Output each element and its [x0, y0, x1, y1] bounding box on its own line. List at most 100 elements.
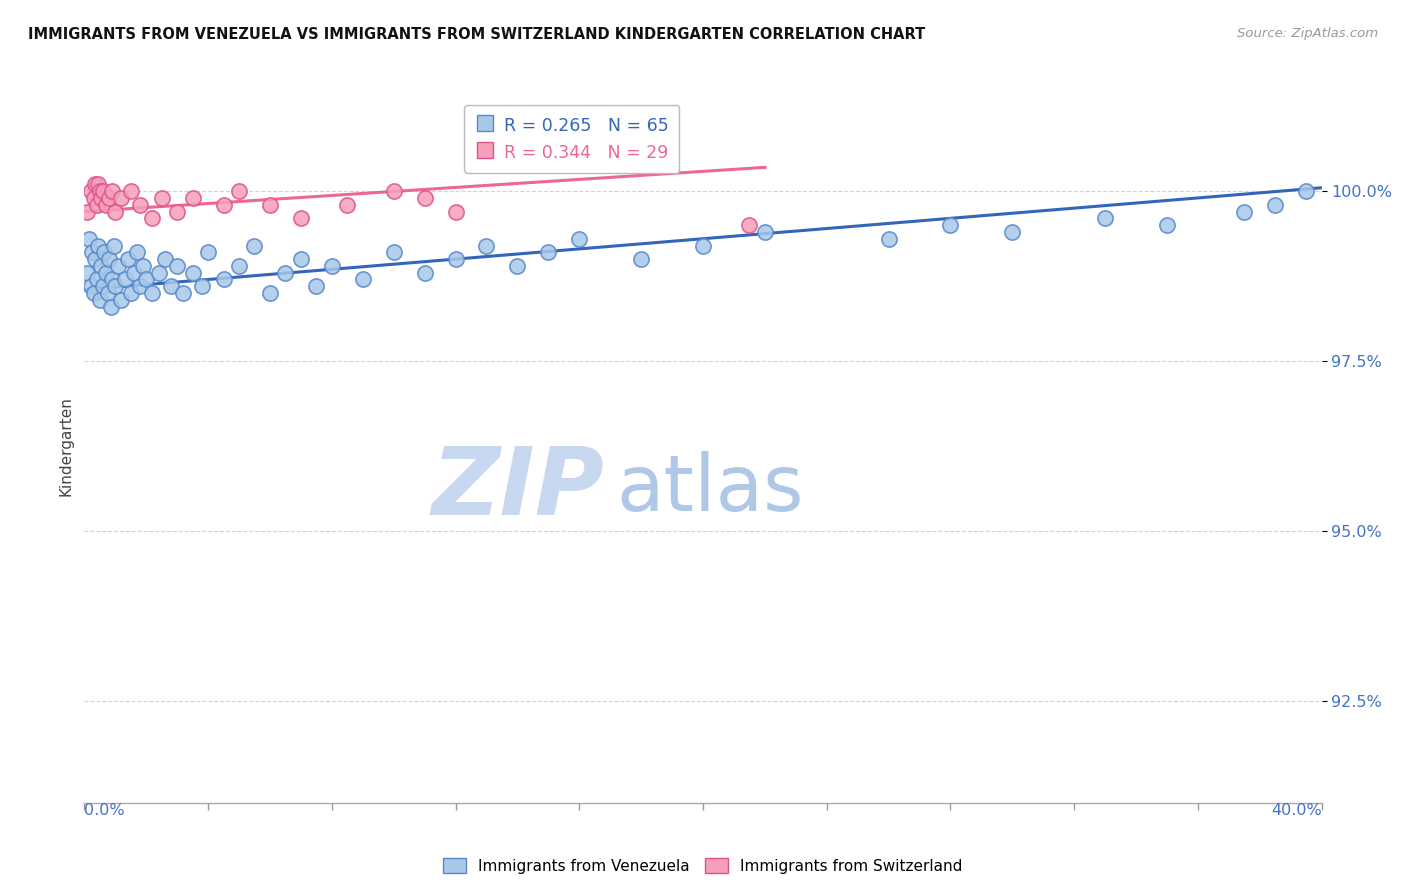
Point: [212, 198, 235, 212]
Point: [228, 184, 250, 198]
Point: [94, 266, 117, 280]
Point: [94, 198, 117, 212]
Point: [104, 204, 127, 219]
Text: IMMIGRANTS FROM VENEZUELA VS IMMIGRANTS FROM SWITZERLAND KINDERGARTEN CORRELATIO: IMMIGRANTS FROM VENEZUELA VS IMMIGRANTS …: [28, 27, 925, 42]
Point: [79, 279, 101, 293]
Point: [89, 184, 111, 198]
Point: [181, 266, 204, 280]
Point: [104, 279, 127, 293]
Point: [150, 191, 173, 205]
Point: [352, 272, 374, 286]
Point: [83, 191, 105, 205]
Point: [181, 191, 204, 205]
Point: [110, 293, 132, 307]
Point: [141, 286, 163, 301]
Point: [129, 279, 152, 293]
Point: [738, 218, 761, 232]
Point: [117, 252, 139, 266]
Point: [506, 259, 529, 273]
Point: [336, 198, 359, 212]
Point: [305, 279, 328, 293]
Point: [90, 259, 112, 273]
Point: [1264, 198, 1286, 212]
Legend: R = 0.265   N = 65, R = 0.344   N = 29: R = 0.265 N = 65, R = 0.344 N = 29: [464, 105, 679, 173]
Point: [148, 266, 170, 280]
Point: [1295, 184, 1317, 198]
Point: [413, 266, 436, 280]
Y-axis label: Kindergarten: Kindergarten: [58, 396, 73, 496]
Point: [86, 198, 108, 212]
Point: [212, 272, 235, 286]
Point: [76, 204, 98, 219]
Point: [89, 293, 111, 307]
Point: [122, 266, 145, 280]
Point: [568, 232, 591, 246]
Point: [100, 300, 122, 314]
Point: [79, 184, 101, 198]
Point: [91, 279, 114, 293]
Point: [754, 225, 776, 239]
Point: [83, 286, 105, 301]
Point: [77, 232, 100, 246]
Point: [87, 178, 110, 192]
Point: [90, 191, 112, 205]
Point: [939, 218, 962, 232]
Point: [259, 286, 281, 301]
Point: [96, 286, 118, 301]
Point: [444, 204, 467, 219]
Point: [91, 184, 114, 198]
Legend: Immigrants from Venezuela, Immigrants from Switzerland: Immigrants from Venezuela, Immigrants fr…: [437, 852, 969, 880]
Point: [101, 272, 124, 286]
Point: [877, 232, 900, 246]
Point: [444, 252, 467, 266]
Text: 40.0%: 40.0%: [1271, 803, 1322, 818]
Point: [1001, 225, 1024, 239]
Point: [120, 184, 142, 198]
Point: [274, 266, 297, 280]
Point: [86, 272, 108, 286]
Point: [382, 245, 405, 260]
Point: [84, 178, 107, 192]
Point: [413, 191, 436, 205]
Point: [125, 245, 148, 260]
Point: [290, 211, 312, 226]
Point: [101, 184, 124, 198]
Point: [172, 286, 194, 301]
Text: ZIP: ZIP: [432, 442, 605, 535]
Point: [630, 252, 652, 266]
Point: [110, 191, 132, 205]
Point: [153, 252, 176, 266]
Text: atlas: atlas: [616, 450, 804, 527]
Point: [107, 259, 129, 273]
Point: [228, 259, 250, 273]
Point: [87, 238, 110, 252]
Text: 0.0%: 0.0%: [84, 803, 125, 818]
Point: [243, 238, 266, 252]
Point: [166, 259, 188, 273]
Point: [98, 191, 121, 205]
Point: [160, 279, 183, 293]
Point: [132, 259, 155, 273]
Point: [166, 204, 188, 219]
Point: [98, 252, 121, 266]
Point: [120, 286, 142, 301]
Point: [197, 245, 219, 260]
Point: [129, 198, 152, 212]
Point: [191, 279, 214, 293]
Text: Source: ZipAtlas.com: Source: ZipAtlas.com: [1237, 27, 1378, 40]
Point: [290, 252, 312, 266]
Point: [1094, 211, 1116, 226]
Point: [141, 211, 163, 226]
Point: [321, 259, 343, 273]
Point: [475, 238, 498, 252]
Point: [135, 272, 157, 286]
Point: [76, 266, 98, 280]
Point: [382, 184, 405, 198]
Point: [93, 245, 115, 260]
Point: [1233, 204, 1256, 219]
Point: [114, 272, 136, 286]
Point: [82, 245, 104, 260]
Point: [692, 238, 714, 252]
Point: [84, 252, 107, 266]
Point: [1156, 218, 1178, 232]
